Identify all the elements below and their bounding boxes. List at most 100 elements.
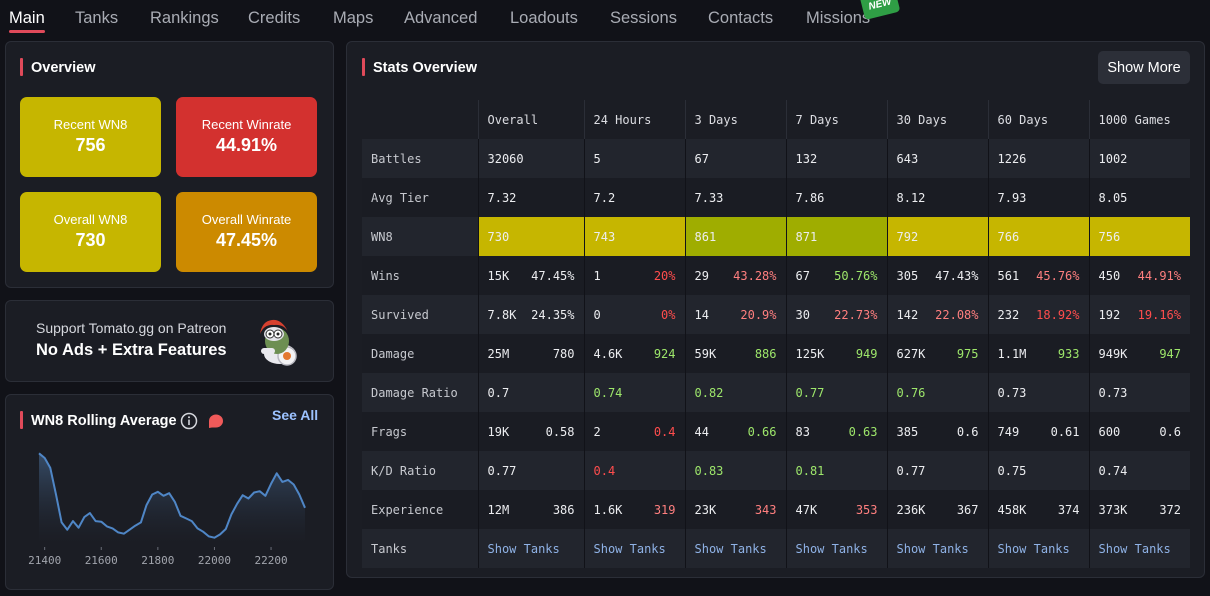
- patreon-banner[interactable]: Support Tomato.gg on Patreon No Ads + Ex…: [5, 300, 334, 382]
- cell-value: 32060: [487, 151, 524, 166]
- cell-pair: 23K 343: [695, 503, 777, 517]
- tab-credits[interactable]: Credits: [248, 9, 301, 27]
- x-tick-label: 22000: [198, 554, 231, 567]
- table-cell: Show Tanks: [1088, 529, 1190, 568]
- show-tanks-link[interactable]: Show Tanks: [593, 541, 666, 556]
- table-cell: 8.12: [886, 178, 988, 217]
- cell-pair: 4.6K 924: [594, 347, 676, 361]
- cell-pair: 142 22.08%: [897, 308, 979, 322]
- cell-value: 67: [795, 268, 810, 283]
- cell-value: 47K: [795, 502, 818, 517]
- info-icon[interactable]: [180, 412, 198, 430]
- stat-label: Recent Winrate: [201, 117, 292, 132]
- stat-value: 44.91%: [215, 135, 278, 155]
- table-cell: 7.33: [684, 178, 786, 217]
- cell-rate: 0.6: [1159, 424, 1181, 439]
- cell-pair: 385 0.6: [897, 425, 979, 439]
- tab-maps[interactable]: Maps: [333, 9, 374, 27]
- table-cell: 0.73: [1088, 373, 1190, 412]
- stat-value: 756: [75, 135, 106, 155]
- row-label: Experience: [362, 490, 478, 529]
- table-row: Frags 19K 0.58 2 0.4 44 0.66 83 0.63 385 0.6 749 0.6…: [362, 412, 1190, 451]
- tab-loadouts[interactable]: Loadouts: [510, 9, 578, 27]
- table-cell: 236K 367: [886, 490, 988, 529]
- show-tanks-link[interactable]: Show Tanks: [997, 541, 1070, 556]
- cell-value: 7.86: [795, 190, 825, 205]
- cell-value: 1002: [1098, 151, 1128, 166]
- cell-rate: 343: [754, 502, 777, 517]
- cell-pair: 15K 47.45%: [488, 269, 575, 283]
- cell-value: 236K: [896, 502, 926, 517]
- show-tanks-link[interactable]: Show Tanks: [694, 541, 767, 556]
- cell-value: 561: [997, 268, 1020, 283]
- cell-pair: 125K 949: [796, 347, 878, 361]
- table-cell: 0.74: [583, 373, 685, 412]
- table-cell: 12M 386: [477, 490, 584, 529]
- stats-table: Overall 24 Hours 3 Days 7 Days 30 Days 60 Day…: [362, 100, 1190, 568]
- cell-value: 192: [1098, 307, 1121, 322]
- cell-value: 0.83: [694, 463, 724, 478]
- cell-value: 59K: [694, 346, 717, 361]
- table-cell: 30 22.73%: [785, 295, 887, 334]
- cell-value: 643: [896, 151, 919, 166]
- table-cell: 373K 372: [1088, 490, 1190, 529]
- tab-tanks[interactable]: Tanks: [75, 9, 119, 27]
- cell-value: 766: [997, 229, 1020, 244]
- cell-rate: 20.9%: [740, 307, 777, 322]
- tab-rankings[interactable]: Rankings: [150, 9, 219, 27]
- table-cell: 47K 353: [785, 490, 887, 529]
- table-row: Tanks Show Tanks Show Tanks Show Tanks Show …: [362, 529, 1190, 568]
- cell-rate: 22.08%: [935, 307, 979, 322]
- cell-value: 7.93: [997, 190, 1027, 205]
- overview-card: Overview Recent WN8 756 Recent Winrate 4…: [5, 41, 334, 288]
- cell-value: 25M: [487, 346, 510, 361]
- table-cell: 23K 343: [684, 490, 786, 529]
- table-row: Avg Tier 7.32 7.2 7.33 7.86 8.12 7.93 8.05: [362, 178, 1190, 217]
- cell-pair: 30 22.73%: [796, 308, 878, 322]
- cell-pair: 83 0.63: [796, 425, 878, 439]
- table-cell: Show Tanks: [987, 529, 1089, 568]
- cell-rate: 367: [956, 502, 979, 517]
- cell-rate: 947: [1159, 346, 1181, 361]
- column-header: 7 Days: [785, 100, 887, 139]
- cell-value: 15K: [487, 268, 510, 283]
- cell-rate: 0.58: [545, 424, 575, 439]
- table-cell: 5: [583, 139, 685, 178]
- cell-pair: 600 0.6: [1099, 425, 1182, 439]
- show-more-button[interactable]: Show More: [1098, 51, 1190, 84]
- row-label: Avg Tier: [362, 178, 478, 217]
- cell-value: 2: [593, 424, 601, 439]
- show-tanks-link[interactable]: Show Tanks: [1098, 541, 1171, 556]
- tab-main[interactable]: Main: [9, 9, 45, 27]
- stat-label: Overall Winrate: [201, 212, 292, 227]
- cell-pair: 305 47.43%: [897, 269, 979, 283]
- tab-advanced[interactable]: Advanced: [404, 9, 478, 27]
- cell-value: 7.8K: [487, 307, 517, 322]
- patreon-icon[interactable]: [206, 412, 224, 430]
- cell-rate: 0%: [661, 307, 676, 322]
- show-tanks-link[interactable]: Show Tanks: [487, 541, 560, 556]
- stat-label: Recent WN8: [53, 117, 128, 132]
- cell-value: 0.74: [1098, 463, 1128, 478]
- tab-contacts[interactable]: Contacts: [708, 9, 774, 27]
- cell-pair: 12M 386: [488, 503, 575, 517]
- table-cell: 756: [1088, 217, 1190, 256]
- show-tanks-link[interactable]: Show Tanks: [896, 541, 969, 556]
- row-label: Frags: [362, 412, 478, 451]
- cell-value: 8.12: [896, 190, 926, 205]
- table-cell: 0.81: [785, 451, 887, 490]
- table-cell: 67 50.76%: [785, 256, 887, 295]
- see-all-link[interactable]: See All: [272, 407, 319, 423]
- cell-rate: 949: [855, 346, 878, 361]
- row-label: Battles: [362, 139, 478, 178]
- table-cell: 15K 47.45%: [477, 256, 584, 295]
- cell-pair: 236K 367: [897, 503, 979, 517]
- tab-missions[interactable]: Missions: [806, 9, 871, 27]
- table-cell: 458K 374: [987, 490, 1089, 529]
- table-cell: 0.75: [987, 451, 1089, 490]
- table-cell: 4.6K 924: [583, 334, 685, 373]
- cell-value: 949K: [1098, 346, 1128, 361]
- tab-sessions[interactable]: Sessions: [610, 9, 677, 27]
- show-tanks-link[interactable]: Show Tanks: [795, 541, 868, 556]
- table-cell: 0.77: [886, 451, 988, 490]
